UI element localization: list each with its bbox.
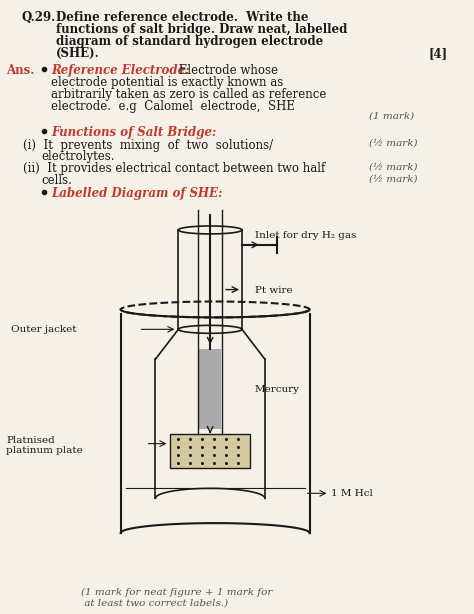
Text: arbitrarily taken as zero is called as reference: arbitrarily taken as zero is called as r… — [51, 88, 327, 101]
Text: Q.29.: Q.29. — [21, 11, 55, 25]
Text: electrode potential is exactly known as: electrode potential is exactly known as — [51, 76, 283, 89]
Text: Outer jacket: Outer jacket — [11, 325, 77, 335]
Text: (1 mark): (1 mark) — [369, 112, 414, 121]
FancyBboxPatch shape — [199, 349, 221, 429]
Text: cells.: cells. — [41, 174, 72, 187]
Text: [4]: [4] — [429, 47, 448, 60]
Text: Electrode whose: Electrode whose — [175, 64, 278, 77]
Text: electrode.  e.g  Calomel  electrode,  SHE: electrode. e.g Calomel electrode, SHE — [51, 99, 295, 113]
Text: electrolytes.: electrolytes. — [41, 150, 115, 163]
Text: (SHE).: (SHE). — [56, 47, 100, 60]
Text: Inlet for dry H₂ gas: Inlet for dry H₂ gas — [255, 231, 356, 240]
Text: Platnised
platinum plate: Platnised platinum plate — [6, 436, 83, 455]
Text: (½ mark): (½ mark) — [369, 139, 418, 147]
Text: Reference Electrode:: Reference Electrode: — [51, 64, 190, 77]
FancyBboxPatch shape — [170, 433, 250, 468]
Text: diagram of standard hydrogen electrode: diagram of standard hydrogen electrode — [56, 35, 323, 48]
Text: Mercury: Mercury — [255, 385, 300, 394]
Text: (i)  It  prevents  mixing  of  two  solutions/: (i) It prevents mixing of two solutions/ — [23, 139, 273, 152]
Text: (ii)  It provides electrical contact between two half: (ii) It provides electrical contact betw… — [23, 162, 326, 176]
Text: (1 mark for neat figure + 1 mark for
 at least two correct labels.): (1 mark for neat figure + 1 mark for at … — [81, 588, 272, 607]
Text: Pt wire: Pt wire — [255, 286, 292, 295]
Text: (½ mark): (½ mark) — [369, 174, 418, 184]
Text: (½ mark): (½ mark) — [369, 162, 418, 171]
Text: Ans.: Ans. — [6, 64, 35, 77]
Text: Labelled Diagram of SHE:: Labelled Diagram of SHE: — [51, 187, 223, 200]
Text: Functions of Salt Bridge:: Functions of Salt Bridge: — [51, 126, 217, 139]
Text: functions of salt bridge. Draw neat, labelled: functions of salt bridge. Draw neat, lab… — [56, 23, 347, 36]
Text: 1 M Hcl: 1 M Hcl — [331, 489, 374, 499]
Text: Define reference electrode.  Write the: Define reference electrode. Write the — [56, 11, 309, 25]
